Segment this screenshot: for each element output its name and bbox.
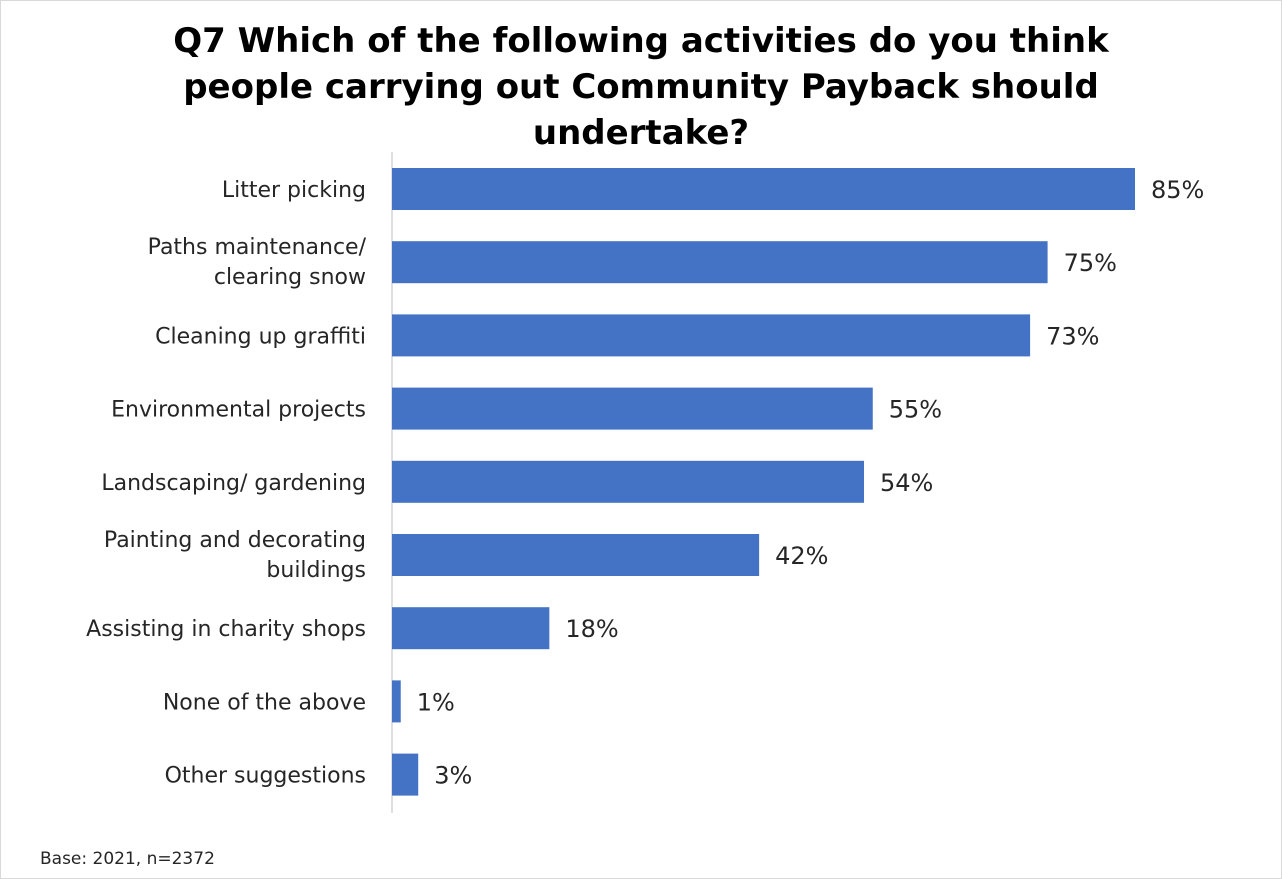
category-label: Cleaning up graffiti — [155, 324, 366, 349]
bar-value-label: 18% — [565, 615, 618, 643]
bar-value-label: 55% — [889, 396, 942, 424]
bar-value-label: 85% — [1151, 176, 1204, 204]
category-label: Assisting in charity shops — [86, 617, 366, 642]
bar — [392, 314, 1030, 356]
base-footnote: Base: 2021, n=2372 — [40, 849, 215, 869]
bar — [392, 461, 864, 503]
bar — [392, 607, 549, 649]
bar-value-label: 42% — [775, 542, 828, 570]
category-label: Other suggestions — [165, 764, 366, 789]
bar — [392, 168, 1135, 210]
bar-value-label: 75% — [1064, 249, 1117, 277]
category-label: Paths maintenance/clearing snow — [148, 235, 367, 290]
bar-value-label: 1% — [417, 688, 455, 716]
category-label: Litter picking — [222, 178, 366, 203]
bar — [392, 754, 418, 796]
bar — [392, 241, 1048, 283]
bar-value-label: 54% — [880, 469, 933, 497]
category-label: None of the above — [163, 690, 366, 715]
category-label: Environmental projects — [111, 398, 366, 423]
category-label: Painting and decorating buildings — [104, 528, 366, 583]
bar — [392, 388, 873, 430]
category-label: Landscaping/ gardening — [101, 471, 366, 496]
bar — [392, 680, 401, 722]
bar-value-label: 3% — [434, 762, 472, 790]
bar — [392, 534, 759, 576]
bar-value-label: 73% — [1046, 322, 1099, 350]
